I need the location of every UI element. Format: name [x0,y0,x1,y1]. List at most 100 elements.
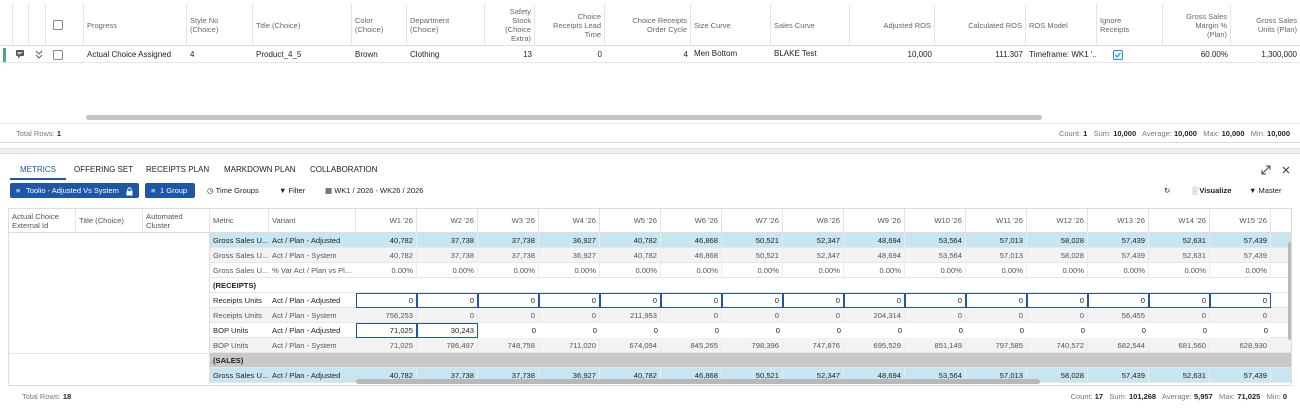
cell-week-value[interactable]: 0 [844,293,905,308]
select-all-checkbox[interactable] [53,20,63,30]
panel-divider[interactable] [0,148,1300,154]
col-header-ros-model[interactable]: ROS Model [1026,4,1097,46]
cell-week-value[interactable]: 0 [1149,293,1210,308]
col-header-metric[interactable]: Metric [210,209,269,233]
metrics-v-scrollbar[interactable] [1288,242,1291,340]
col-header-gs-margin[interactable]: Gross Sales Margin % (Plan) [1163,4,1231,46]
table-row[interactable]: Receipts Units Act / Plan - System 756,253… [210,308,1291,323]
col-header-week[interactable]: W7 '26 [722,209,783,233]
col-header-safety-stock[interactable]: Safety Stock (Choice Extra) [485,4,535,46]
cell-week-value[interactable]: 0 [478,293,539,308]
table-row[interactable]: Receipts Units Act / Plan - Adjusted 0 0 0 0 0… [210,293,1291,308]
col-header-week[interactable]: W8 '26 [783,209,844,233]
col-header-week[interactable]: W11 '26 [966,209,1027,233]
expand-chevron-icon[interactable] [34,49,44,60]
filter-button[interactable]: ▼ Filter [279,183,305,198]
col-header-week[interactable]: W13 '26 [1088,209,1149,233]
cell-size-curve[interactable]: Men Bottom [694,49,738,58]
col-header-week[interactable]: W10 '26 [905,209,966,233]
cell-week-value[interactable]: 0 [905,323,966,338]
col-header-week[interactable]: W15 '26 [1210,209,1271,233]
cell-week-value[interactable]: 0 [1027,323,1088,338]
cell-week-value[interactable]: 0 [1210,293,1271,308]
col-header-week[interactable]: W9 '26 [844,209,905,233]
cell-lead-time[interactable]: 0 [597,50,602,59]
col-header-ignore-receipts[interactable]: Ignore Receipts [1097,4,1163,46]
col-header-variant[interactable]: Variant [269,209,356,233]
col-header-week[interactable]: W [1271,209,1291,233]
expand-icon[interactable] [1261,165,1271,175]
top-grid-scrollbar[interactable] [86,115,1042,120]
row-checkbox[interactable] [53,50,63,60]
cell-week-value[interactable]: 0 [1088,323,1149,338]
cell-order-cycle[interactable]: 4 [683,50,688,59]
cell-week-value[interactable]: 0 [539,293,600,308]
table-row[interactable]: Gross Sales U... Act / Plan - System 40,78… [210,248,1291,263]
date-range-button[interactable]: ▦ WK1 / 2026 - WK26 / 2026 [325,183,423,198]
comment-icon[interactable] [15,49,25,59]
col-header-progress[interactable]: Progress [84,4,187,46]
tab-receipts-plan[interactable]: RECEIPTS PLAN [146,165,210,174]
cell-week-value[interactable]: 0 [661,323,722,338]
col-header-department[interactable]: Department (Choice) [407,4,485,46]
cell-week-value[interactable]: 0 [539,323,600,338]
col-header-week[interactable]: W12 '26 [1027,209,1088,233]
tab-metrics[interactable]: METRICS [20,165,56,174]
cell-week-value[interactable]: 30,243 [417,323,478,338]
col-header-week[interactable]: W3 '26 [478,209,539,233]
col-header-title[interactable]: Title (Choice) [253,4,352,46]
col-header-sales-curve[interactable]: Sales Curve [771,4,850,46]
refresh-icon[interactable]: ↻ [1164,186,1171,195]
section-row[interactable]: (RECEIPTS) [210,278,1291,293]
cell-week-value[interactable]: 0 [478,323,539,338]
table-row[interactable]: BOP Units Act / Plan - System 71,025 786,49… [210,338,1291,353]
master-button[interactable]: ▼ Master [1249,183,1281,198]
cell-week-value[interactable]: 0 [661,293,722,308]
cell-week-value[interactable]: 0 [966,323,1027,338]
cell-week-value[interactable]: 0 [783,323,844,338]
col-header-color[interactable]: Color (Choice) [352,4,407,46]
table-row[interactable]: Gross Sales U...% Var Act / Plan vs Pl..… [210,263,1291,278]
cell-ros-model[interactable]: Timeframe: WK1 '... [1029,50,1097,59]
col-header-order-cycle[interactable]: Choice Receipts Order Cycle [605,4,691,46]
time-groups-button[interactable]: ◷ Time Groups [207,183,259,198]
metrics-h-scrollbar[interactable] [356,379,1040,384]
tab-collaboration[interactable]: COLLABORATION [310,165,378,174]
col-header-cluster[interactable]: Automated Cluster [143,209,210,233]
col-header-week[interactable]: W5 '26 [600,209,661,233]
cell-week-value[interactable]: 0 [905,293,966,308]
cell-week-value[interactable]: 0 [417,293,478,308]
table-row[interactable]: Gross Sales U... Act / Plan - Adjusted 40,… [210,233,1291,248]
cell-week-value[interactable]: 0 [1149,323,1210,338]
col-header-gs-units[interactable]: Gross Sales Units (Plan) [1256,16,1297,34]
cell-gs-units[interactable]: 1,300,000 [1261,50,1297,59]
visualize-button[interactable]: ░ Visualize [1192,183,1231,198]
col-header-external-id[interactable]: Actual Choice External Id [9,209,76,233]
col-header-week[interactable]: W1 '26 [356,209,417,233]
cell-week-value[interactable]: 0 [600,293,661,308]
table-row[interactable]: BOP Units Act / Plan - Adjusted 71,025 30,2… [210,323,1291,338]
cell-week-value[interactable]: 0 [844,323,905,338]
cell-week-value[interactable]: 0 [1210,323,1271,338]
col-header-adjusted-ros[interactable]: Adjusted ROS [850,4,935,46]
cell-week-value[interactable]: 0 [356,293,417,308]
cell-safety-stock[interactable]: 13 [523,50,532,59]
group-button[interactable]: ≡ 1 Group [145,183,195,198]
col-header-style-no[interactable]: Style No (Choice) [187,4,253,46]
table-row[interactable]: Actual Choice Assigned 4 Product_4_5 Bro… [0,47,1300,63]
cell-week-value[interactable]: 0 [1088,293,1149,308]
cell-week-value[interactable]: 71,025 [356,323,417,338]
col-header-week[interactable]: W14 '26 [1149,209,1210,233]
tab-markdown-plan[interactable]: MARKDOWN PLAN [224,165,296,174]
view-select-button[interactable]: ≡ Toolio - Adjusted Vs System [10,183,139,198]
col-header-week[interactable]: W6 '26 [661,209,722,233]
cell-week-value[interactable]: 0 [783,293,844,308]
cell-week-value[interactable]: 0 [1027,293,1088,308]
close-icon[interactable] [1281,165,1291,175]
ignore-receipts-checkbox[interactable] [1113,50,1123,60]
cell-gs-margin[interactable]: 60.00% [1200,50,1228,59]
section-row[interactable]: (SALES) [210,353,1291,368]
col-header-lead-time[interactable]: Choice Receipts Lead Time [535,4,605,46]
cell-week-value[interactable]: 0 [966,293,1027,308]
col-header-week[interactable]: W4 '26 [539,209,600,233]
